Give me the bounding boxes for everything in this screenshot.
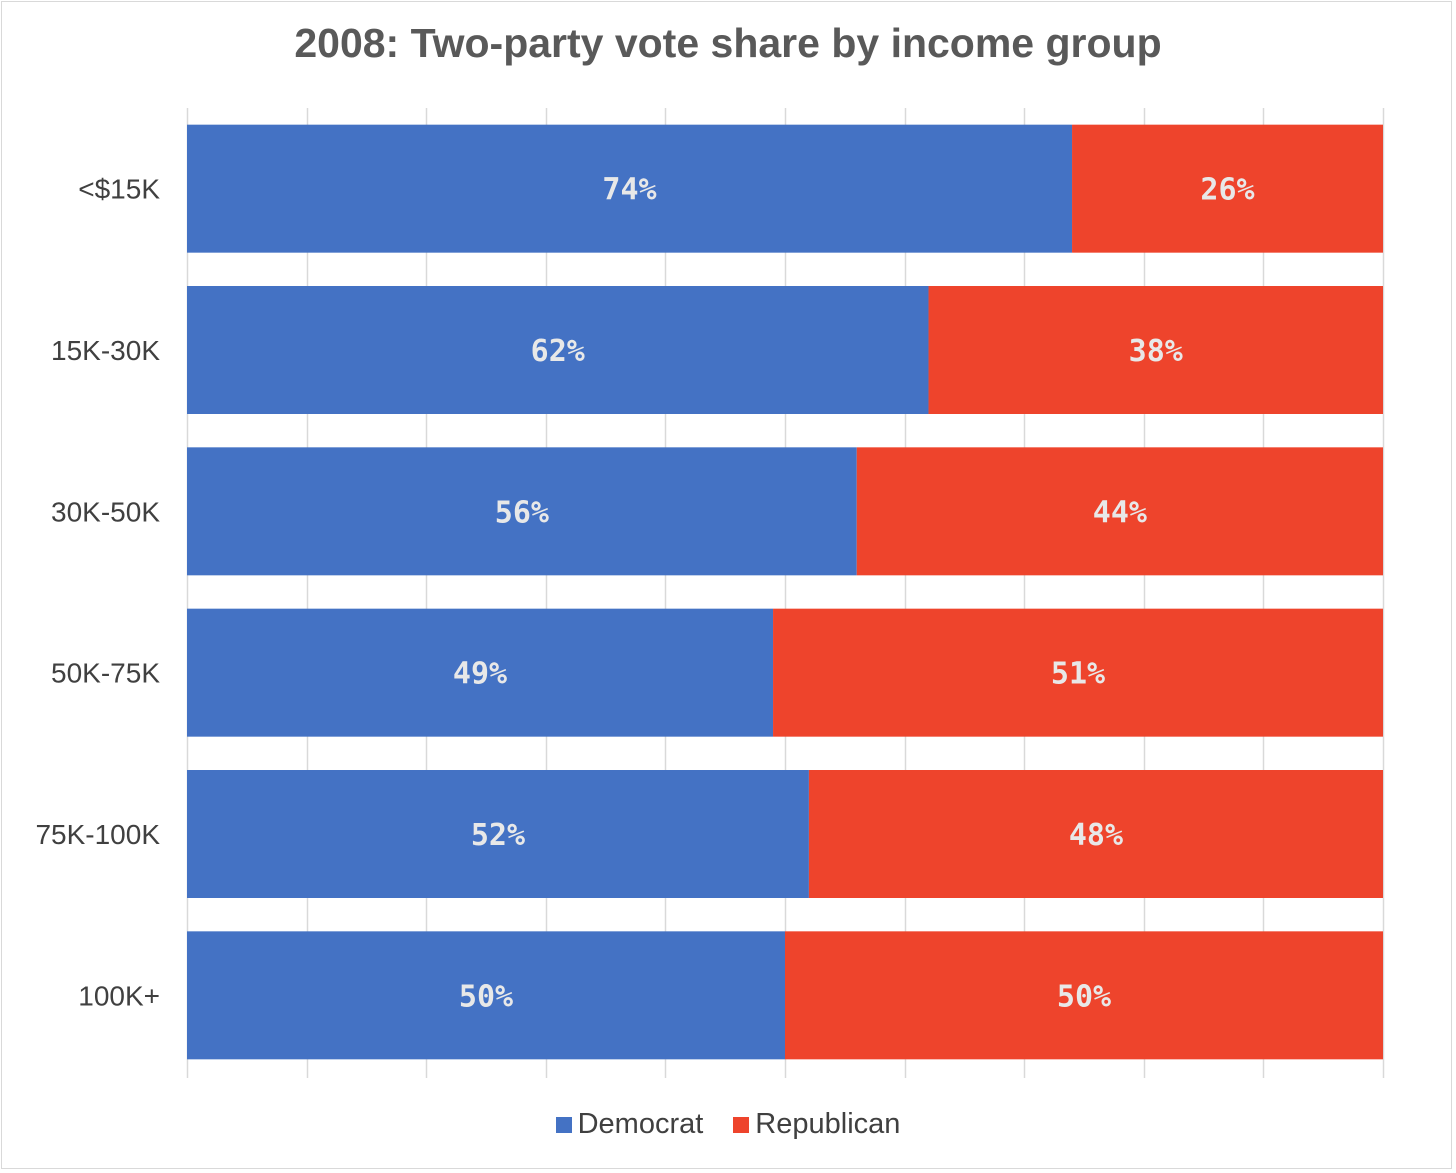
data-label: 50% <box>459 979 513 1014</box>
bar-democrat <box>187 124 1073 253</box>
bar-republican <box>1072 124 1383 253</box>
category-label: 50K-75K <box>51 658 160 689</box>
legend-item-democrat: Democrat <box>555 1108 704 1141</box>
chart-legend: Democrat Republican <box>0 1108 1456 1141</box>
data-label: 50% <box>1057 979 1111 1014</box>
bar-republican <box>928 286 1383 414</box>
bar-republican <box>773 608 1383 737</box>
legend-swatch-democrat <box>555 1116 572 1133</box>
bar-democrat <box>187 286 929 414</box>
bar-democrat <box>187 770 809 898</box>
bar-republican <box>856 447 1383 576</box>
data-label: 51% <box>1051 657 1105 692</box>
bar-republican <box>785 931 1383 1060</box>
bar-republican <box>808 770 1383 898</box>
data-label: 26% <box>1200 173 1254 208</box>
legend-label-republican: Republican <box>755 1108 901 1140</box>
legend-label-democrat: Democrat <box>577 1108 704 1140</box>
data-label: 49% <box>453 657 507 692</box>
data-label: 62% <box>531 334 585 369</box>
category-label: 100K+ <box>78 980 160 1011</box>
data-label: 38% <box>1129 334 1183 369</box>
data-label: 56% <box>495 495 549 530</box>
category-label: 75K-100K <box>35 819 160 850</box>
bar-democrat <box>187 608 774 737</box>
category-label: 30K-50K <box>51 496 160 527</box>
data-label: 44% <box>1093 495 1147 530</box>
data-label: 48% <box>1069 818 1123 853</box>
category-label: 15K-30K <box>51 335 160 366</box>
bar-democrat <box>187 447 857 576</box>
chart-title: 2008: Two-party vote share by income gro… <box>294 20 1162 66</box>
data-label: 74% <box>602 173 656 208</box>
bar-democrat <box>187 931 785 1060</box>
category-label: <$15K <box>78 174 160 205</box>
legend-item-republican: Republican <box>733 1108 900 1141</box>
data-label: 52% <box>471 818 525 853</box>
legend-swatch-republican <box>733 1116 750 1133</box>
